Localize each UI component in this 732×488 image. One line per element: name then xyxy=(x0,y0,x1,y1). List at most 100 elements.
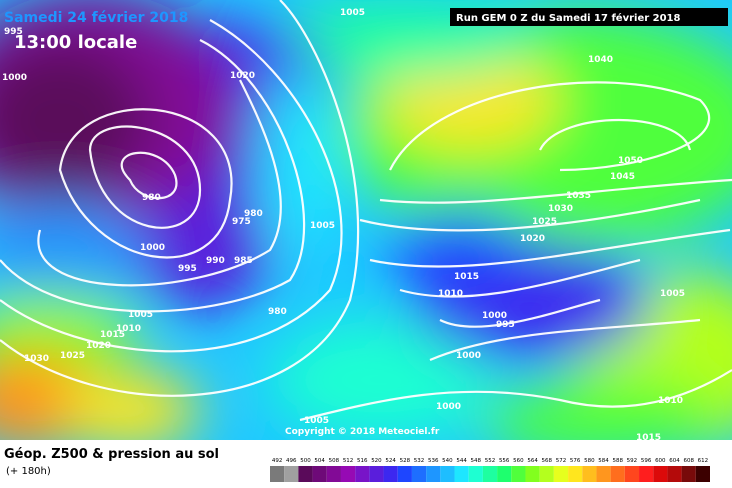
legend-swatch xyxy=(511,466,526,482)
legend-label: 532 xyxy=(414,458,425,464)
isobar-label: 1050 xyxy=(618,156,643,166)
legend-label: 536 xyxy=(428,458,439,464)
copyright: Copyright © 2018 Meteociel.fr xyxy=(285,427,440,437)
legend-swatch xyxy=(482,466,498,482)
isobar-label: 980 xyxy=(268,307,287,317)
legend-label: 612 xyxy=(698,458,709,464)
legend-label: 572 xyxy=(556,458,567,464)
legend-label: 496 xyxy=(286,458,297,464)
legend-swatch xyxy=(411,466,427,482)
legend-swatch xyxy=(355,466,370,482)
isobar-label: 1000 xyxy=(140,243,165,253)
legend-swatch xyxy=(468,466,483,482)
legend-swatch xyxy=(653,466,668,482)
legend-label: 600 xyxy=(655,458,666,464)
legend-label: 512 xyxy=(343,458,354,464)
isobar-label: 1040 xyxy=(588,55,613,65)
legend-label: 528 xyxy=(400,458,411,464)
isobar-label: 1030 xyxy=(24,354,49,364)
colorbar: 492 496 500 504 508 512 516 520 524 528 532 536 540 5… xyxy=(270,458,710,482)
isobar-label: 980 xyxy=(244,209,263,219)
isobar-label: 975 xyxy=(232,217,251,227)
isobar-label: 1010 xyxy=(116,324,141,334)
legend-swatch xyxy=(312,466,327,482)
legend-label: 492 xyxy=(272,458,283,464)
legend-swatch xyxy=(440,466,455,482)
isobar-label: 990 xyxy=(206,256,225,266)
isobar-label: 1020 xyxy=(230,71,255,81)
legend-swatch xyxy=(284,466,299,482)
legend-label: 564 xyxy=(527,458,538,464)
map: Copyright © 2018 Meteociel.fr xyxy=(0,0,732,440)
legend-label: 552 xyxy=(485,458,496,464)
legend-swatch xyxy=(667,466,682,482)
legend-label: 596 xyxy=(641,458,652,464)
legend-label: 500 xyxy=(300,458,311,464)
legend-swatch xyxy=(553,466,569,482)
legend-label: 520 xyxy=(371,458,382,464)
local-time: 13:00 locale xyxy=(14,32,137,53)
isobar-label: 995 xyxy=(496,320,515,330)
legend-label: 508 xyxy=(329,458,340,464)
legend-label: 580 xyxy=(584,458,595,464)
legend-label: 588 xyxy=(612,458,623,464)
isobar-label: 1005 xyxy=(128,310,153,320)
legend-swatch xyxy=(298,466,313,482)
legend-label: 576 xyxy=(570,458,581,464)
legend-swatch xyxy=(383,466,398,482)
legend-swatch xyxy=(610,466,625,482)
isobar-label: 1000 xyxy=(482,311,507,321)
legend-swatch xyxy=(369,466,384,482)
legend-label: 504 xyxy=(314,458,325,464)
isobar-label: 980 xyxy=(142,193,161,203)
isobar-label: 1005 xyxy=(660,289,685,299)
isobar-label: 985 xyxy=(234,256,253,266)
legend-swatch xyxy=(454,466,469,482)
isobar-label: 1000 xyxy=(436,402,461,412)
legend-label: 544 xyxy=(456,458,467,464)
legend-label: 548 xyxy=(471,458,482,464)
footer-title: Géop. Z500 & pression au sol xyxy=(4,447,219,462)
legend-swatch xyxy=(340,466,356,482)
legend-swatch xyxy=(681,466,696,482)
isobar-label: 1045 xyxy=(610,172,635,182)
legend-label: 568 xyxy=(542,458,553,464)
legend-label: 560 xyxy=(513,458,524,464)
isobar-label: 1015 xyxy=(100,330,125,340)
isobar-label: 1025 xyxy=(60,351,85,361)
isobar-label: 1000 xyxy=(2,73,27,83)
isobar-label: 995 xyxy=(4,27,23,37)
legend-label: 524 xyxy=(385,458,396,464)
isobar-label: 1015 xyxy=(636,433,661,443)
legend-swatch xyxy=(397,466,412,482)
legend-swatch xyxy=(695,466,710,482)
isobar-label: 1005 xyxy=(310,221,335,231)
legend-swatch xyxy=(639,466,654,482)
legend-label: 516 xyxy=(357,458,368,464)
isobar-label: 1010 xyxy=(658,396,683,406)
legend-label: 584 xyxy=(598,458,609,464)
isobar-label: 1015 xyxy=(454,272,479,282)
run-info: Run GEM 0 Z du Samedi 17 février 2018 xyxy=(456,12,681,24)
isobar-label: 1010 xyxy=(438,289,463,299)
isobar-label: 995 xyxy=(178,264,197,274)
legend-swatch xyxy=(596,466,611,482)
legend-swatch xyxy=(270,466,285,482)
legend-swatch xyxy=(525,466,540,482)
legend-label: 540 xyxy=(442,458,453,464)
isobar-label: 1030 xyxy=(548,204,573,214)
legend-label: 592 xyxy=(627,458,638,464)
isobar-label: 1005 xyxy=(304,416,329,426)
isobar-label: 1035 xyxy=(566,191,591,201)
isobar-label: 1005 xyxy=(340,8,365,18)
legend-swatch xyxy=(624,466,640,482)
legend-swatch xyxy=(582,466,597,482)
legend-swatch xyxy=(326,466,341,482)
legend-label: 608 xyxy=(683,458,694,464)
isobar-label: 1025 xyxy=(532,217,557,227)
forecast-lead: (+ 180h) xyxy=(6,466,51,477)
date: Samedi 24 février 2018 xyxy=(4,10,188,26)
legend-swatch xyxy=(539,466,554,482)
